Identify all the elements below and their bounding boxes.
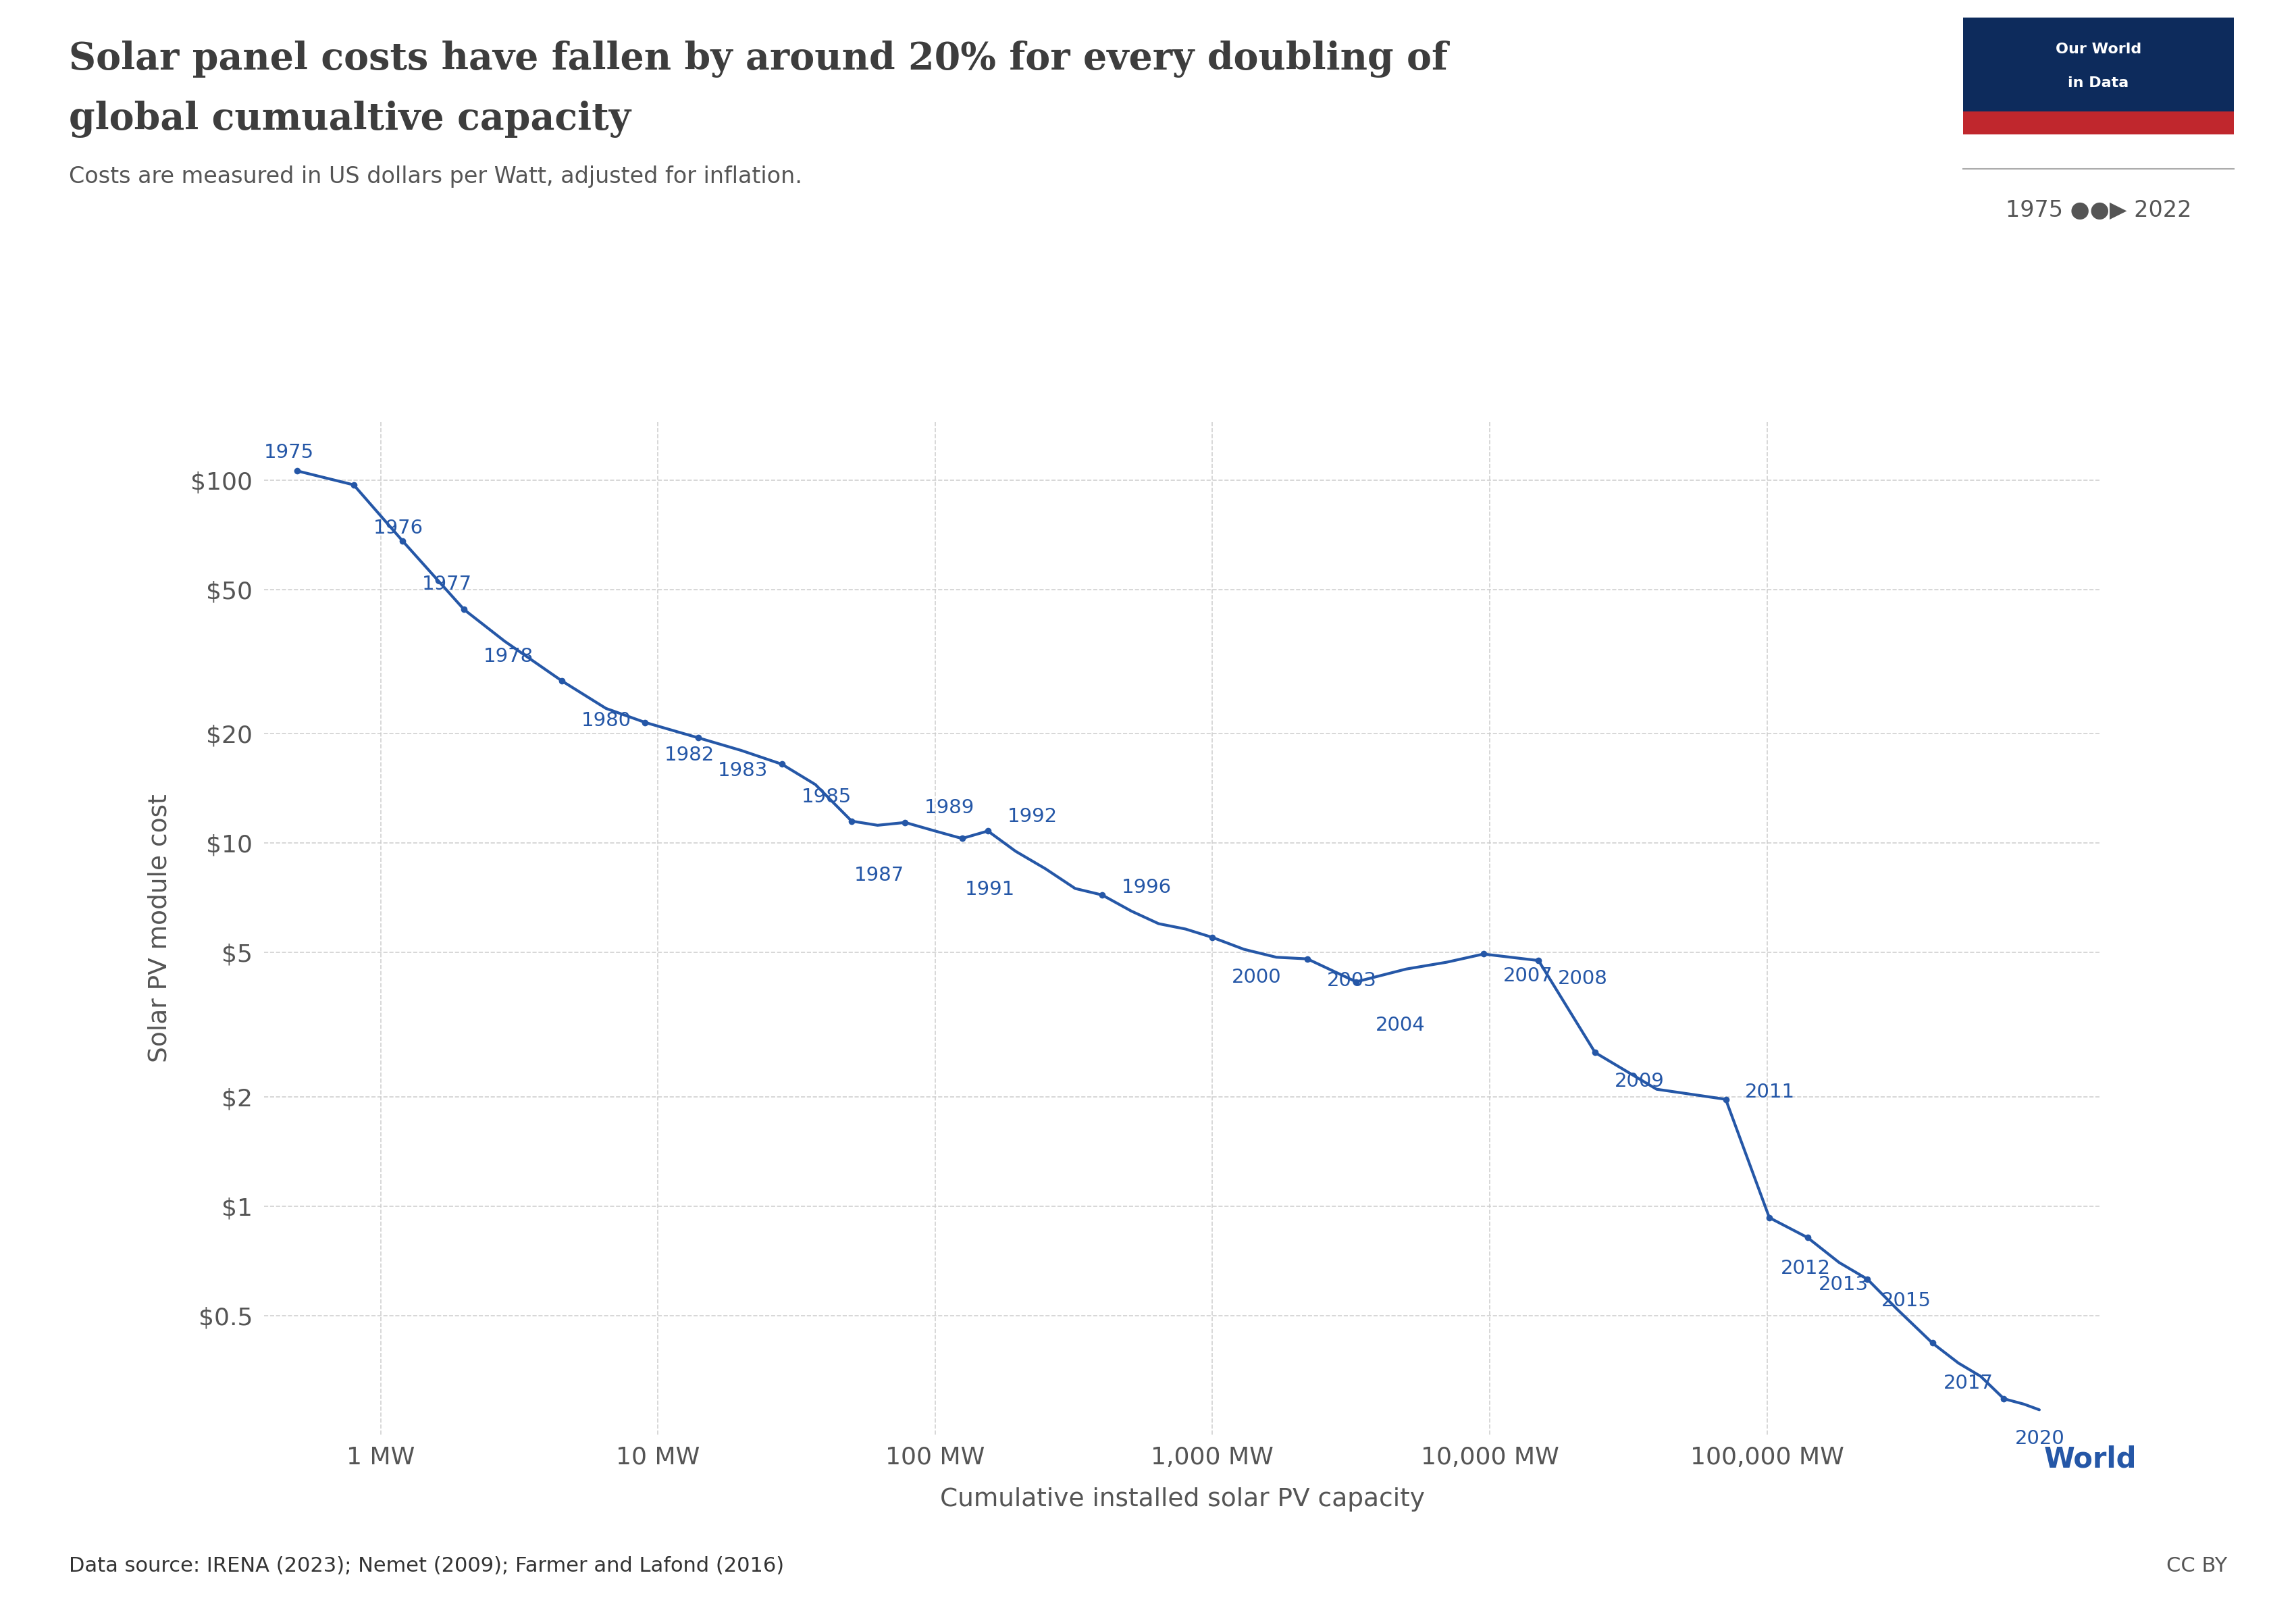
Text: CC BY: CC BY xyxy=(2165,1556,2227,1576)
Text: 2012: 2012 xyxy=(1779,1260,1830,1277)
Text: 2011: 2011 xyxy=(1745,1083,1795,1102)
Text: 1977: 1977 xyxy=(422,575,473,593)
Text: global cumualtive capacity: global cumualtive capacity xyxy=(69,101,631,138)
Text: 1975 ●●▶ 2022: 1975 ●●▶ 2022 xyxy=(2004,199,2193,222)
X-axis label: Cumulative installed solar PV capacity: Cumulative installed solar PV capacity xyxy=(939,1488,1426,1512)
Text: 1996: 1996 xyxy=(1120,879,1171,896)
Text: Data source: IRENA (2023); Nemet (2009); Farmer and Lafond (2016): Data source: IRENA (2023); Nemet (2009);… xyxy=(69,1556,785,1576)
Text: Costs are measured in US dollars per Watt, adjusted for inflation.: Costs are measured in US dollars per Wat… xyxy=(69,165,801,188)
Text: 1989: 1989 xyxy=(925,799,976,817)
Y-axis label: Solar PV module cost: Solar PV module cost xyxy=(147,794,172,1062)
Text: Our World: Our World xyxy=(2055,42,2142,57)
Text: 2003: 2003 xyxy=(1327,971,1378,990)
Text: 1991: 1991 xyxy=(964,880,1015,898)
Text: 2009: 2009 xyxy=(1614,1071,1665,1091)
Text: 2017: 2017 xyxy=(1942,1373,1993,1392)
Text: 2000: 2000 xyxy=(1233,968,1281,987)
Bar xyxy=(1963,112,2234,135)
Text: World: World xyxy=(2043,1444,2138,1473)
Text: 2013: 2013 xyxy=(1818,1276,1869,1294)
Text: 1982: 1982 xyxy=(664,746,714,765)
Text: 1976: 1976 xyxy=(372,519,422,538)
Text: 2004: 2004 xyxy=(1375,1016,1426,1034)
Text: in Data: in Data xyxy=(2069,76,2128,89)
Text: 1980: 1980 xyxy=(581,712,631,729)
Text: 1987: 1987 xyxy=(854,866,905,885)
Text: 1992: 1992 xyxy=(1008,807,1058,827)
Text: 1975: 1975 xyxy=(264,443,315,462)
Text: 2020: 2020 xyxy=(2016,1430,2064,1448)
Text: 1985: 1985 xyxy=(801,788,852,806)
Text: Solar panel costs have fallen by around 20% for every doubling of: Solar panel costs have fallen by around … xyxy=(69,41,1449,78)
Text: 2008: 2008 xyxy=(1559,969,1607,989)
Text: 1978: 1978 xyxy=(484,647,533,666)
Text: 1983: 1983 xyxy=(719,760,767,780)
Text: 2007: 2007 xyxy=(1504,966,1552,986)
Text: 2015: 2015 xyxy=(1880,1292,1931,1310)
